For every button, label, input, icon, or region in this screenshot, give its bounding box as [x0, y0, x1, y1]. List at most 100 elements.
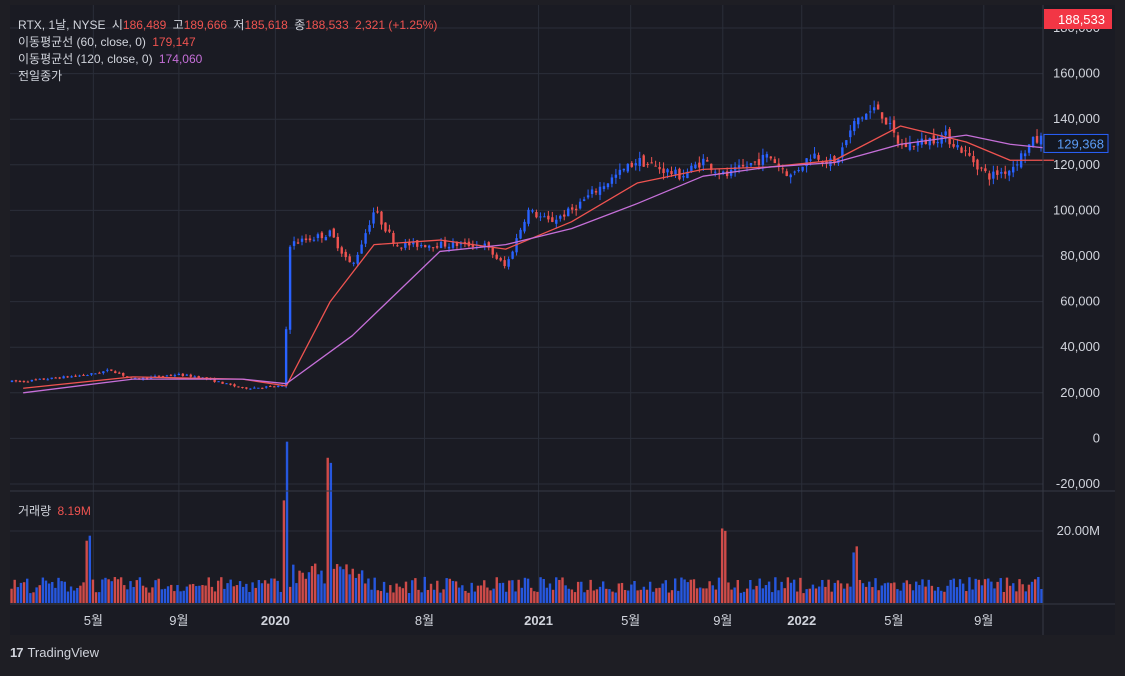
volume-bar: [91, 579, 95, 603]
volume-bar: [173, 591, 176, 603]
volume-bar: [423, 576, 426, 603]
candle-body: [42, 378, 45, 380]
candle-body: [646, 163, 649, 165]
candle-body: [650, 162, 653, 164]
volume-bar: [320, 570, 323, 603]
candle-body: [574, 208, 578, 211]
volume-bar: [605, 588, 608, 603]
volume-bar: [508, 580, 511, 603]
volume-bar: [88, 535, 92, 603]
candle-body: [316, 234, 320, 239]
volume-bar: [608, 589, 611, 603]
candle-body: [396, 245, 399, 247]
candle-body: [769, 156, 773, 159]
volume-bar: [123, 585, 126, 603]
volume-bar: [711, 585, 714, 603]
candle-body: [328, 230, 332, 237]
symbol-line[interactable]: RTX, 1날, NYSE: [18, 18, 106, 32]
volume-bar: [520, 587, 524, 603]
candle-body: [30, 379, 34, 382]
candle-body: [122, 372, 125, 376]
volume-bar: [745, 588, 749, 603]
candle-body: [249, 388, 252, 390]
candle-body: [884, 117, 888, 125]
volume-bar: [335, 564, 339, 603]
volume-bar: [94, 592, 98, 603]
volume-bar: [940, 590, 943, 603]
candle-body: [229, 383, 232, 385]
volume-bar: [19, 582, 23, 603]
candle-body: [308, 238, 312, 241]
candle-body: [896, 135, 900, 144]
candle-body: [940, 134, 943, 144]
volume-bar: [26, 578, 29, 603]
volume-bar: [238, 581, 242, 603]
candle-body: [1031, 136, 1035, 147]
ma60-row[interactable]: 이동평균선 (60, close, 0) 179,147: [18, 34, 440, 51]
volume-legend[interactable]: 거래량 8.19M: [18, 502, 91, 519]
volume-bar: [101, 579, 104, 603]
candle-body: [46, 379, 49, 381]
candle-body: [1023, 153, 1027, 157]
volume-bar: [126, 589, 129, 603]
candle-body: [70, 376, 73, 378]
volume-bar: [195, 586, 198, 603]
candle-body: [189, 374, 192, 377]
branding[interactable]: 17 TradingView: [10, 645, 99, 660]
volume-bar: [642, 586, 646, 603]
volume-bar: [1040, 588, 1043, 603]
volume-bar: [576, 581, 580, 603]
volume-bar: [933, 590, 937, 603]
volume-bar: [191, 583, 195, 603]
volume-bar: [47, 583, 51, 603]
candle-body: [622, 168, 626, 171]
volume-bar: [514, 591, 517, 603]
candle-body: [62, 376, 65, 379]
y-tick-label: 160,000: [1053, 66, 1100, 81]
volume-bar: [849, 586, 852, 603]
x-tick-label: 2021: [524, 613, 553, 628]
x-tick-label: 5월: [884, 613, 903, 628]
volume-bar: [270, 578, 273, 603]
ma120-row[interactable]: 이동평균선 (120, close, 0) 174,060: [18, 51, 440, 68]
candle-body: [185, 374, 189, 376]
candle-body: [757, 159, 761, 166]
candle-body: [531, 210, 534, 212]
volume-bar: [348, 574, 351, 603]
volume-bar: [329, 462, 333, 603]
volume-bar: [57, 577, 60, 603]
candle-body: [169, 375, 173, 377]
volume-bar: [263, 580, 267, 603]
prev-close-row[interactable]: 전일종가: [18, 68, 440, 85]
candle-body: [364, 233, 367, 244]
volume-bar: [386, 592, 389, 603]
volume-bar: [843, 588, 846, 603]
volume-bar: [720, 528, 724, 603]
candle-body: [177, 373, 181, 375]
volume-bar: [918, 585, 921, 603]
volume-bar: [551, 589, 555, 603]
candle-body: [1027, 144, 1031, 153]
y-tick-label: 80,000: [1060, 248, 1100, 263]
candle-body: [360, 244, 363, 254]
volume-bar: [357, 573, 361, 603]
candle-body: [781, 168, 784, 170]
volume-bar: [229, 579, 232, 603]
volume-bar: [429, 583, 433, 603]
candle-body: [499, 258, 502, 261]
volume-bar: [573, 592, 577, 603]
volume-bar: [163, 588, 167, 603]
candle-body: [721, 171, 725, 174]
volume-bar: [1024, 591, 1027, 603]
volume-bar: [82, 582, 85, 603]
candle-body: [98, 372, 101, 374]
x-tick-label: 5월: [84, 613, 103, 628]
volume-bar: [279, 591, 282, 603]
volume-bar: [148, 592, 151, 603]
volume-bar: [526, 578, 530, 603]
volume-bar: [968, 577, 971, 603]
high-value: 189,666: [183, 18, 228, 32]
volume-bar: [445, 578, 448, 603]
volume-bar: [398, 586, 401, 603]
volume-label: 거래량: [18, 504, 52, 518]
